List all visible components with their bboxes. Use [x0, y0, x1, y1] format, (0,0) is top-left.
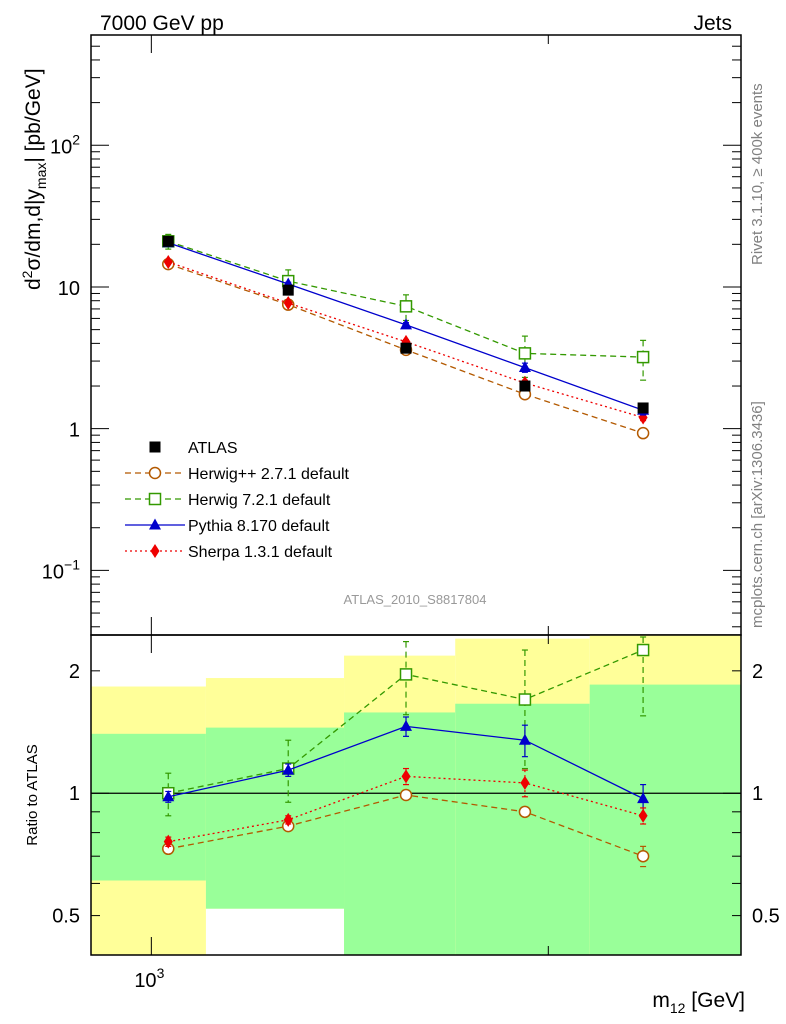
watermark-label: ATLAS_2010_S8817804	[344, 592, 487, 607]
legend: ATLAS Herwig++ 2.7.1 default Herwig 7.2.1 …	[125, 440, 350, 561]
atlas-marker	[519, 380, 531, 392]
herwig7-marker	[399, 300, 413, 313]
ratio-axis-ticks: 0.5 0.5 1 1 2 2 103	[52, 635, 780, 992]
ratio-y-tick-label-right: 1	[752, 783, 763, 805]
pythia-marker	[282, 763, 295, 775]
sherpa-marker	[638, 808, 648, 823]
sherpa-marker	[520, 775, 530, 790]
pythia-marker	[518, 733, 531, 745]
ratio-y-tick-label-right: 2	[752, 661, 763, 683]
herwig7-marker	[518, 693, 532, 706]
uncertainty-band-green	[589, 684, 741, 955]
sherpa-marker	[283, 296, 293, 311]
legend-label-pythia: Pythia 8.170 default	[188, 518, 330, 535]
sherpa-series	[163, 767, 648, 849]
sherpa-marker	[401, 769, 411, 784]
herwig7-marker	[636, 350, 650, 364]
herwig7-series	[162, 233, 650, 381]
y-tick-label: 10	[58, 278, 80, 300]
herwig7-marker	[636, 643, 650, 657]
main-data-layer	[162, 233, 650, 440]
mcplots-label: mcplots.cern.ch [arXiv:1306.3436]	[749, 401, 766, 628]
ratio-y-tick-label-right: 0.5	[752, 906, 780, 928]
atlas-marker	[162, 235, 174, 247]
herwig7-marker	[399, 668, 413, 681]
x-tick-label: 103	[134, 965, 164, 992]
ratio-frame	[90, 634, 742, 956]
pythia-marker	[400, 318, 413, 330]
sherpa-series	[163, 255, 648, 425]
svg-text:m12 [GeV]: m12 [GeV]	[652, 989, 745, 1016]
herwigpp-marker	[636, 849, 650, 863]
sherpa-marker	[283, 812, 293, 827]
legend-label-herwig7: Herwig 7.2.1 default	[188, 492, 331, 509]
legend-herwig7-marker	[148, 492, 162, 506]
herwig7-marker	[518, 347, 532, 360]
herwigpp-marker	[518, 805, 532, 819]
rivet-version-label: Rivet 3.1.10, ≥ 400k events	[749, 83, 766, 265]
y-tick-label: 1	[69, 420, 80, 442]
atlas-marker	[282, 284, 294, 296]
header-right-label: Jets	[693, 12, 732, 35]
legend-label-herwigpp: Herwig++ 2.7.1 default	[188, 466, 350, 483]
herwigpp-marker	[636, 426, 650, 440]
pythia-marker	[518, 361, 531, 373]
pythia-series	[162, 716, 650, 815]
legend-label-sherpa: Sherpa 1.3.1 default	[188, 544, 333, 561]
ratio-y-tick-label-left: 0.5	[52, 906, 80, 928]
header-left-label: 7000 GeV pp	[100, 12, 224, 35]
sherpa-marker	[163, 834, 173, 849]
legend-label-atlas: ATLAS	[188, 440, 238, 457]
uncertainty-band-green	[91, 733, 206, 881]
pythia-marker	[162, 790, 175, 802]
main-panel: 10−1 1 10 102 ATLAS_2010_S8817804 ATLAS Herw…	[19, 34, 742, 636]
legend-sherpa-marker	[150, 544, 160, 558]
svg-text:d2σ/dm,d|ymax| [pb/GeV]: d2σ/dm,d|ymax| [pb/GeV]	[19, 68, 49, 290]
ratio-panel: 0.5 0.5 1 1 2 2 103 Ratio to ATLAS m12 [GeV]	[24, 634, 780, 1016]
ratio-data-layer	[91, 635, 741, 955]
ratio-ylabel: Ratio to ATLAS	[24, 744, 41, 845]
x-axis-label: m12 [GeV]	[652, 989, 745, 1016]
pythia-marker	[637, 792, 650, 804]
ratio-y-tick-label-left: 1	[69, 783, 80, 805]
ratio-ylabel-text: Ratio to ATLAS	[24, 744, 41, 845]
y-tick-label: 102	[50, 131, 80, 158]
legend-atlas-marker	[149, 441, 161, 453]
sherpa-marker	[163, 255, 173, 270]
pythia-marker	[400, 719, 413, 731]
herwigpp-marker	[399, 788, 413, 802]
legend-pythia-marker	[149, 518, 161, 530]
atlas-marker	[637, 402, 649, 414]
atlas-marker	[400, 342, 412, 354]
ratio-y-tick-label-left: 2	[69, 661, 80, 683]
uncertainty-band-green	[344, 712, 456, 955]
y-tick-label: 10−1	[42, 556, 80, 583]
uncertainty-band-green	[455, 703, 590, 955]
herwig7-line	[168, 240, 644, 358]
legend-herwigpp-marker	[148, 466, 162, 480]
main-ylabel: d2σ/dm,d|ymax| [pb/GeV]	[19, 68, 49, 290]
sherpa-line	[168, 775, 644, 843]
main-axis-ticks: 10−1 1 10 102	[42, 34, 741, 635]
uncertainty-band-green	[205, 727, 345, 909]
atlas-series	[162, 235, 649, 414]
